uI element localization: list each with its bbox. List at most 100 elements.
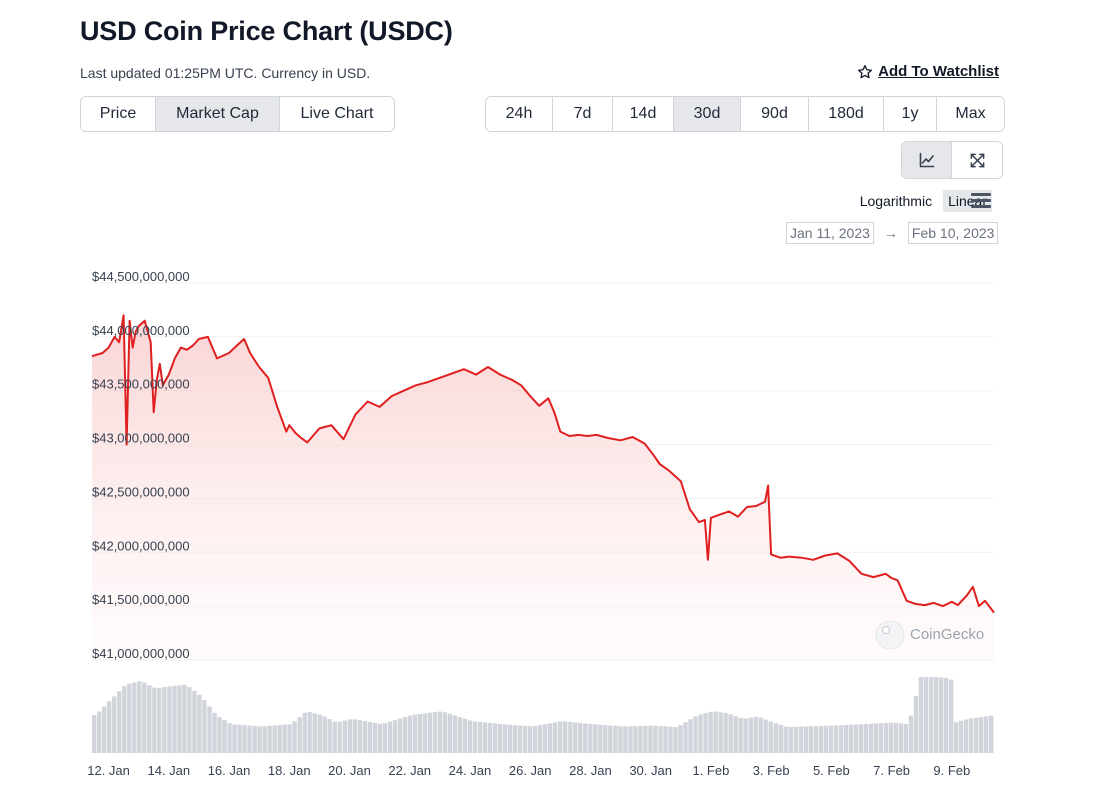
volume-bar <box>668 726 673 753</box>
volume-bar <box>543 724 548 753</box>
volume-bar <box>137 681 142 753</box>
volume-bar <box>162 687 167 753</box>
volume-bar <box>528 726 533 753</box>
volume-bar <box>703 713 708 753</box>
volume-bar <box>768 721 773 753</box>
volume-bar <box>573 722 578 753</box>
volume-bar <box>793 726 799 753</box>
expand-icon <box>970 153 984 167</box>
tab-price[interactable]: Price <box>81 97 156 131</box>
x-tick-label: 22. Jan <box>388 763 431 778</box>
chart-mode-toggle <box>901 141 1003 179</box>
volume-bar <box>407 715 413 753</box>
volume-bar <box>708 711 713 753</box>
volume-bar <box>312 713 317 753</box>
volume-bar <box>673 727 678 753</box>
x-tick-label: 28. Jan <box>569 763 612 778</box>
volume-bar <box>337 721 342 753</box>
volume-bar <box>693 716 698 753</box>
volume-bar <box>167 686 172 753</box>
volume-bar <box>913 696 919 753</box>
volume-bar <box>402 717 408 753</box>
volume-bar <box>963 719 969 753</box>
line-chart-button[interactable] <box>902 142 952 178</box>
volume-bar <box>883 723 889 753</box>
volume-bar <box>232 724 237 753</box>
volume-bar <box>307 712 312 753</box>
volume-bar <box>207 706 212 753</box>
volume-bar <box>613 725 618 753</box>
volume-bar <box>908 715 914 753</box>
range-24h[interactable]: 24h <box>486 97 553 131</box>
volume-bar <box>563 721 568 753</box>
range-14d[interactable]: 14d <box>613 97 674 131</box>
y-tick-label: $41,500,000,000 <box>92 592 190 607</box>
range-7d[interactable]: 7d <box>553 97 613 131</box>
volume-bar <box>938 677 944 753</box>
volume-bar <box>492 723 498 753</box>
volume-bar <box>588 723 593 753</box>
volume-bar <box>397 718 403 753</box>
volume-bar <box>152 687 157 753</box>
volume-bar <box>422 713 428 753</box>
volume-bar <box>628 726 633 753</box>
y-tick-label: $44,000,000,000 <box>92 323 190 338</box>
volume-bar <box>237 724 242 753</box>
volume-bar <box>107 701 112 753</box>
range-90d[interactable]: 90d <box>741 97 809 131</box>
volume-bar <box>979 717 984 753</box>
volume-bar <box>327 719 332 753</box>
market-cap-line[interactable] <box>91 314 995 614</box>
date-to-input[interactable]: Feb 10, 2023 <box>907 222 999 244</box>
volume-bar <box>512 725 518 753</box>
volume-bar <box>497 723 503 753</box>
volume-bar <box>417 714 423 753</box>
last-updated-text: Last updated 01:25PM UTC. Currency in US… <box>80 65 371 81</box>
volume-bar <box>968 718 974 753</box>
volume-bar <box>317 714 322 753</box>
volume-bar <box>442 712 448 753</box>
volume-bar <box>838 725 844 753</box>
volume-bar <box>713 711 718 753</box>
volume-bar <box>798 726 804 753</box>
volume-bar <box>989 715 994 753</box>
date-from-input[interactable]: Jan 11, 2023 <box>786 222 874 244</box>
volume-bar <box>858 724 864 753</box>
volume-bar <box>252 725 257 753</box>
x-tick-label: 20. Jan <box>328 763 371 778</box>
volume-bar <box>502 724 508 753</box>
range-max[interactable]: Max <box>955 105 986 122</box>
volume-bar <box>778 724 783 753</box>
volume-bar <box>753 716 758 753</box>
volume-bar <box>813 726 819 753</box>
tab-market-cap[interactable]: Market Cap <box>156 97 280 131</box>
volume-bar <box>868 723 874 753</box>
volume-bar <box>202 700 207 753</box>
volume-bar <box>382 723 388 753</box>
volume-bar <box>808 726 814 753</box>
scale-logarithmic[interactable]: Logarithmic <box>859 193 933 209</box>
market-cap-chart[interactable]: $44,500,000,000 $44,000,000,000 $43,500,00… <box>0 255 1100 785</box>
volume-bar <box>517 725 523 753</box>
volume-bar <box>933 677 939 753</box>
x-tick-label: 5. Feb <box>813 763 850 778</box>
volume-bar <box>763 719 768 753</box>
tab-live-chart[interactable]: Live Chart <box>300 105 374 122</box>
volume-bar <box>608 725 613 753</box>
volume-bar <box>758 717 763 753</box>
range-30d[interactable]: 30d <box>674 97 741 131</box>
volume-bar <box>923 677 929 753</box>
y-tick-label: $41,000,000,000 <box>92 646 190 661</box>
range-1y[interactable]: 1y <box>884 97 937 131</box>
volume-bar <box>362 721 368 753</box>
y-tick-label: $42,000,000,000 <box>92 538 190 553</box>
expand-button[interactable] <box>952 142 1002 178</box>
volume-bar <box>683 722 688 753</box>
range-180d[interactable]: 180d <box>809 97 884 131</box>
add-to-watchlist-link[interactable]: Add To Watchlist <box>857 63 999 80</box>
volume-bar <box>738 717 743 753</box>
y-tick-label: $43,000,000,000 <box>92 431 190 446</box>
volume-bar <box>678 725 683 753</box>
volume-bar <box>843 725 849 753</box>
hamburger-menu-icon[interactable] <box>971 193 991 211</box>
